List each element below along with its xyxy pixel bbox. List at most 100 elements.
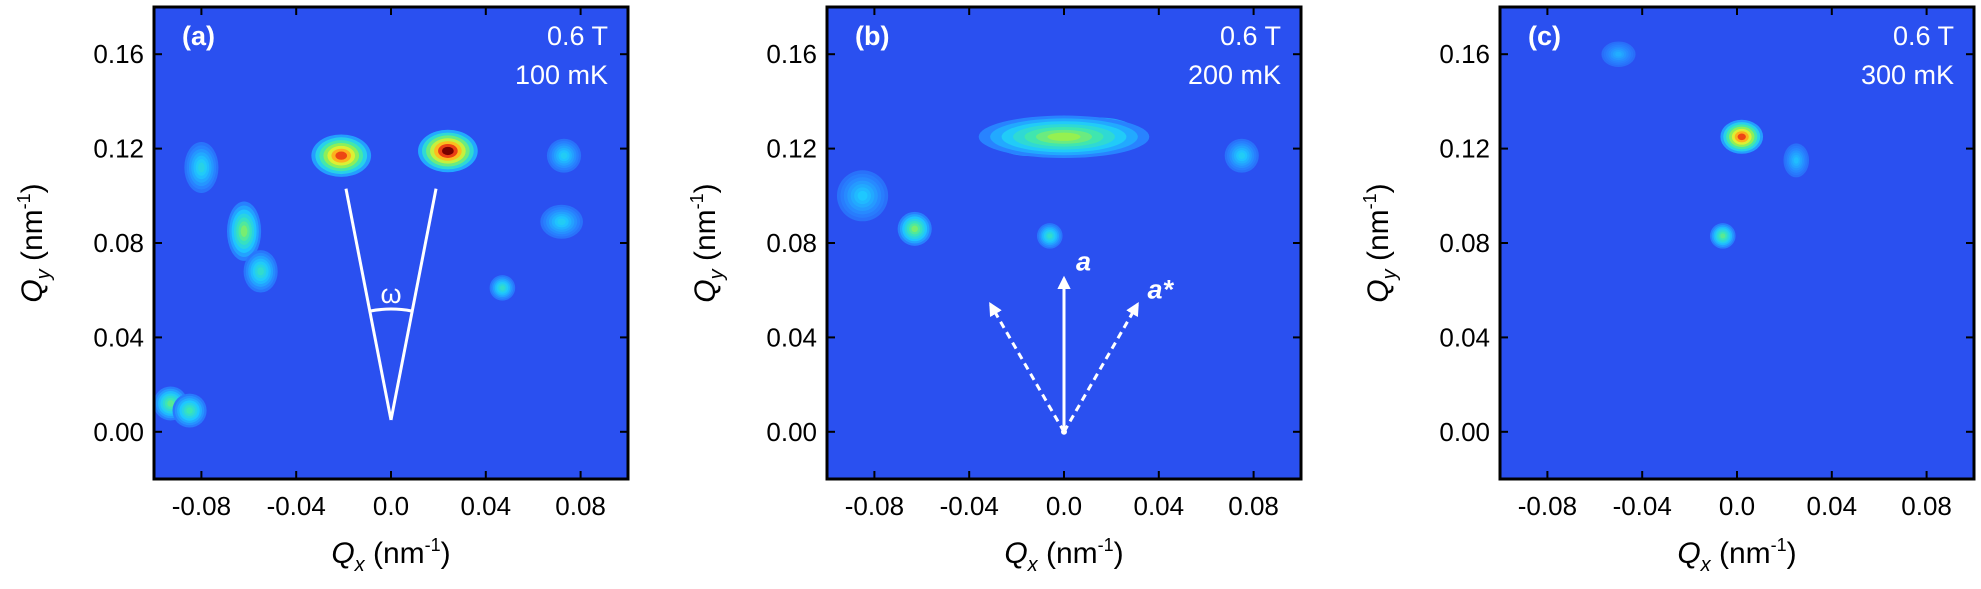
heatmap-peak [1601,41,1636,67]
heatmap-peak [311,134,372,177]
heatmap-peak [897,211,932,246]
panel-b: -0.08 -0.04 0.0 0.04 0.08 0.00 0.04 0.08 0.12 0.1… [687,5,1303,576]
heatmap-peak-level [1720,233,1726,239]
x-axis-label: Qx (nm-1) [1004,535,1123,576]
heatmap-peak [1720,119,1764,154]
x-tick-label: -0.04 [267,491,326,521]
y-tick-label: 0.08 [766,228,817,258]
y-tick-label: 0.04 [93,322,144,352]
x-tick-label: 0.08 [555,491,606,521]
y-tick-label: 0.12 [93,134,144,164]
y-tick-label: 0.00 [1439,417,1490,447]
temperature-label: 100 mK [515,60,608,90]
y-axis-label: Qy (nm-1) [1360,183,1401,302]
temperature-label: 300 mK [1861,60,1954,90]
heatmap-peak [836,170,889,222]
heatmap-peak-level [911,225,919,233]
y-axis-label: Qy (nm-1) [687,183,728,302]
x-tick-label: 0.08 [1901,491,1952,521]
angle-line [389,188,438,421]
heatmap-peak-level [1793,157,1799,164]
heatmap-peak-level [442,146,454,156]
heatmap-peak-level [560,152,568,159]
y-tick-label: 0.16 [1439,39,1490,69]
field-label: 0.6 T [547,21,608,51]
x-axis-label: Qx (nm-1) [331,535,450,576]
heatmap-peak-level [499,285,505,291]
x-tick-label: -0.08 [845,491,904,521]
heatmap-peak [172,393,207,428]
y-tick-label: 0.00 [93,417,144,447]
field-label: 0.6 T [1893,21,1954,51]
heatmap-peak [1783,143,1810,178]
x-tick-label: -0.08 [172,491,231,521]
heatmap-peak-level [1047,132,1081,141]
heatmap-peak-level [257,267,264,276]
angle-arc [369,307,413,313]
heatmap-peak-level [1047,233,1053,239]
heatmap-peak-level [857,190,868,201]
angle-label: ω [380,279,401,309]
y-tick-label: 0.16 [766,39,817,69]
heatmap-peaks [836,115,1259,249]
angle-line [344,188,393,421]
lattice-vector-dashed [989,302,1066,433]
lattice-vector-label: a [1076,246,1091,276]
heatmap-peak [243,250,278,293]
y-tick-label: 0.12 [766,134,817,164]
heatmap-background [1500,7,1974,479]
y-tick-label: 0.08 [93,228,144,258]
x-tick-label: 0.0 [1719,491,1755,521]
heatmap-peak [978,115,1150,159]
y-tick-label: 0.16 [93,39,144,69]
heatmap-peak [226,201,262,261]
angle-annotation: ω [344,188,438,421]
lattice-vector-label: a* [1147,274,1174,304]
panel-label: (c) [1528,21,1561,51]
panel-label: (b) [855,21,889,51]
heatmap-peak-level [167,400,174,407]
heatmap-peak-level [1615,51,1622,57]
lattice-vectors: a a* [989,246,1174,435]
temperature-label: 200 mK [1188,60,1281,90]
y-tick-label: 0.04 [766,322,817,352]
heatmap-peak-level [1238,152,1246,159]
heatmap-peak [1709,223,1736,249]
x-tick-label: 0.0 [1046,491,1082,521]
x-tick-label: 0.08 [1228,491,1279,521]
vector-origin [1061,428,1067,435]
x-axis-label: Qx (nm-1) [1677,535,1796,576]
heatmap-peak [184,141,219,193]
x-tick-label: -0.04 [1613,491,1672,521]
heatmap-peak [540,204,583,239]
x-tick-label: 0.04 [1806,491,1857,521]
panel-label: (a) [182,21,215,51]
y-axis-label: Qy (nm-1) [14,183,55,302]
heatmap-peak-level [186,407,193,414]
heatmap-peak [418,129,478,173]
y-tick-label: 0.00 [766,417,817,447]
lattice-vector-dashed [1062,302,1139,433]
heatmap-peak [546,138,582,173]
x-tick-label: -0.04 [940,491,999,521]
heatmap-peak [489,275,516,301]
heatmap-peaks [1601,41,1810,249]
y-tick-label: 0.12 [1439,134,1490,164]
heatmap-peak [1224,138,1259,173]
x-tick-label: -0.08 [1518,491,1577,521]
heatmap-peaks [154,129,583,428]
heatmap-peak [1036,223,1063,249]
panel-a: -0.08 -0.04 0.0 0.04 0.08 0.00 0.04 0.08 0.12 0.1… [14,5,630,576]
y-tick-label: 0.08 [1439,228,1490,258]
y-tick-label: 0.04 [1439,322,1490,352]
field-label: 0.6 T [1220,21,1281,51]
x-tick-label: 0.0 [373,491,409,521]
heatmap-peak-level [557,218,566,226]
heatmap-peak-level [1737,133,1746,141]
x-tick-label: 0.04 [1133,491,1184,521]
heatmap-peak-level [335,151,348,160]
panel-c: -0.08 -0.04 0.0 0.04 0.08 0.00 0.04 0.08 0.12 0.1… [1360,5,1976,576]
heatmap-peak-level [198,162,205,173]
heatmap-peak-level [240,225,248,237]
